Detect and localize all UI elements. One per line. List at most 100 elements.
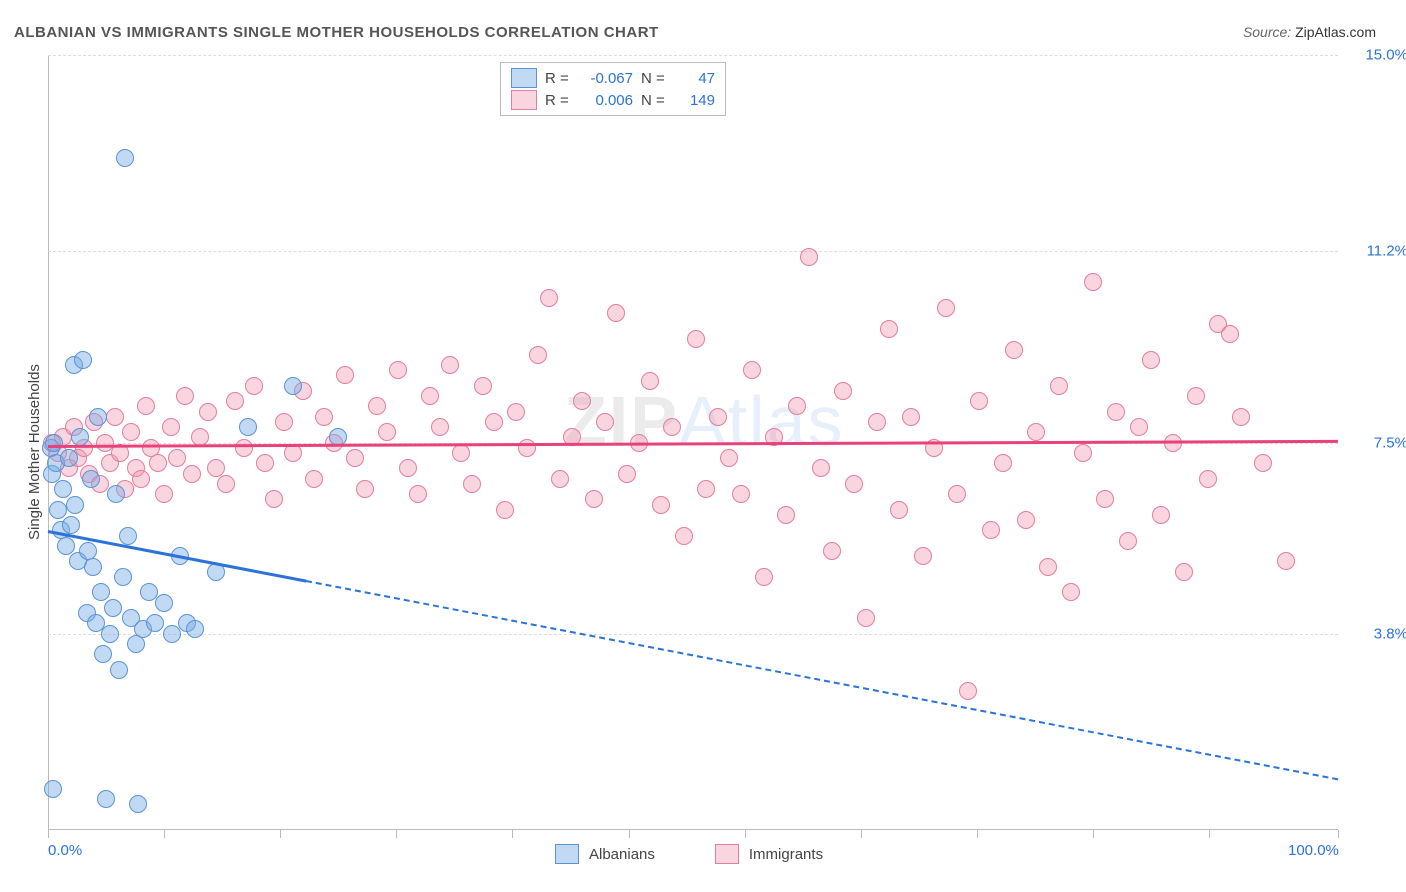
albanians-point	[92, 583, 110, 601]
immigrants-point	[368, 397, 386, 415]
x-tick	[745, 830, 746, 838]
immigrants-point	[1107, 403, 1125, 421]
immigrants-point	[573, 392, 591, 410]
immigrants-point	[256, 454, 274, 472]
x-tick	[396, 830, 397, 838]
immigrants-point	[618, 465, 636, 483]
chart-plot-area: ZIPAtlas 3.8%7.5%11.2%15.0%	[48, 55, 1338, 830]
albanians-point	[127, 635, 145, 653]
albanians-point	[284, 377, 302, 395]
legend-swatch	[511, 90, 537, 110]
immigrants-point	[137, 397, 155, 415]
legend-r-label: R =	[545, 92, 573, 109]
immigrants-point	[199, 403, 217, 421]
immigrants-point	[845, 475, 863, 493]
immigrants-point	[452, 444, 470, 462]
immigrants-point	[641, 372, 659, 390]
legend-n-value: 47	[677, 70, 715, 87]
immigrants-point	[937, 299, 955, 317]
immigrants-point	[474, 377, 492, 395]
immigrants-point	[914, 547, 932, 565]
immigrants-point	[155, 485, 173, 503]
y-tick-label: 7.5%	[1348, 434, 1406, 451]
immigrants-point	[982, 521, 1000, 539]
immigrants-point	[1175, 563, 1193, 581]
legend-r-label: R =	[545, 70, 573, 87]
immigrants-point	[755, 568, 773, 586]
immigrants-point	[463, 475, 481, 493]
immigrants-point	[607, 304, 625, 322]
watermark-atlas: Atlas	[679, 382, 845, 460]
immigrants-point	[176, 387, 194, 405]
x-axis-min-label: 0.0%	[48, 842, 82, 859]
legend-swatch	[511, 68, 537, 88]
x-tick	[164, 830, 165, 838]
immigrants-point	[1119, 532, 1137, 550]
immigrants-point	[902, 408, 920, 426]
immigrants-point	[1152, 506, 1170, 524]
albanians-point	[82, 470, 100, 488]
immigrants-point	[970, 392, 988, 410]
albanians-point	[89, 408, 107, 426]
immigrants-point	[663, 418, 681, 436]
immigrants-point	[122, 423, 140, 441]
legend-item: Immigrants	[715, 844, 823, 864]
immigrants-point	[1084, 273, 1102, 291]
immigrants-point	[551, 470, 569, 488]
immigrants-point	[1199, 470, 1217, 488]
immigrants-point	[652, 496, 670, 514]
immigrants-point	[431, 418, 449, 436]
immigrants-point	[106, 408, 124, 426]
albanians-point	[45, 434, 63, 452]
immigrants-point	[1232, 408, 1250, 426]
albanians-point	[114, 568, 132, 586]
x-tick	[861, 830, 862, 838]
immigrants-point	[788, 397, 806, 415]
albanians-point	[119, 527, 137, 545]
albanians-point	[146, 614, 164, 632]
y-axis-label: Single Mother Households	[26, 364, 43, 540]
immigrants-point	[585, 490, 603, 508]
immigrants-point	[315, 408, 333, 426]
immigrants-point	[540, 289, 558, 307]
legend-label: Immigrants	[749, 846, 823, 863]
legend-swatch	[715, 844, 739, 864]
immigrants-point	[687, 330, 705, 348]
immigrants-point	[1017, 511, 1035, 529]
albanians-point	[62, 516, 80, 534]
immigrants-point	[149, 454, 167, 472]
albanians-point	[74, 351, 92, 369]
immigrants-point	[507, 403, 525, 421]
immigrants-point	[1221, 325, 1239, 343]
legend-n-label: N =	[641, 92, 669, 109]
chart-title: ALBANIAN VS IMMIGRANTS SINGLE MOTHER HOU…	[14, 24, 659, 41]
immigrants-point	[857, 609, 875, 627]
immigrants-point	[305, 470, 323, 488]
immigrants-point	[518, 439, 536, 457]
legend-n-value: 149	[677, 92, 715, 109]
legend-r-value: -0.067	[581, 70, 633, 87]
immigrants-point	[226, 392, 244, 410]
immigrants-point	[336, 366, 354, 384]
albanians-point	[116, 149, 134, 167]
immigrants-point	[697, 480, 715, 498]
immigrants-point	[777, 506, 795, 524]
albanians-point	[129, 795, 147, 813]
y-tick-label: 3.8%	[1348, 625, 1406, 642]
gridline-h	[48, 251, 1338, 252]
immigrants-point	[596, 413, 614, 431]
legend-r-value: 0.006	[581, 92, 633, 109]
albanians-point	[239, 418, 257, 436]
immigrants-point	[823, 542, 841, 560]
albanians-point	[94, 645, 112, 663]
correlation-legend: R =-0.067N =47R =0.006N =149	[500, 62, 726, 116]
legend-swatch	[555, 844, 579, 864]
albanians-point	[155, 594, 173, 612]
x-tick	[1338, 830, 1339, 838]
immigrants-point	[868, 413, 886, 431]
immigrants-point	[441, 356, 459, 374]
immigrants-point	[1005, 341, 1023, 359]
albanians-trendline-extrapolated	[306, 580, 1338, 780]
immigrants-point	[356, 480, 374, 498]
immigrants-point	[720, 449, 738, 467]
